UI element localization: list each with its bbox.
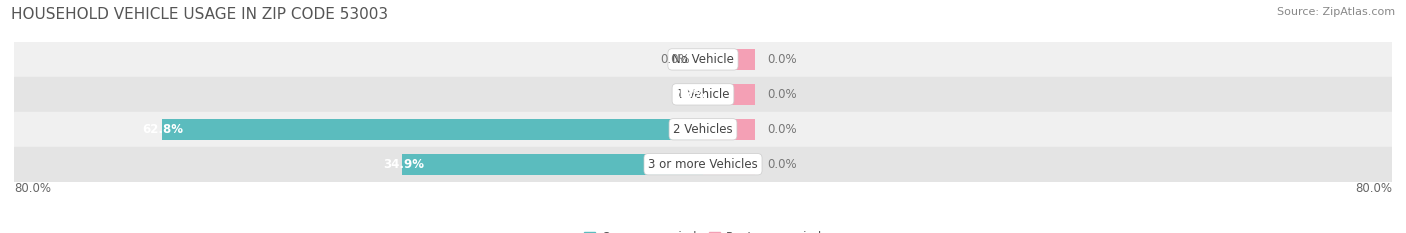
Text: 0.0%: 0.0% [768, 53, 797, 66]
Text: Source: ZipAtlas.com: Source: ZipAtlas.com [1277, 7, 1395, 17]
Text: 62.8%: 62.8% [143, 123, 184, 136]
Bar [703, 154, 755, 175]
Bar [683, 84, 703, 105]
Text: 0.0%: 0.0% [768, 158, 797, 171]
Text: No Vehicle: No Vehicle [672, 53, 734, 66]
Bar [14, 112, 1392, 147]
Text: 1 Vehicle: 1 Vehicle [676, 88, 730, 101]
Text: 0.0%: 0.0% [768, 88, 797, 101]
Legend: Owner-occupied, Renter-occupied: Owner-occupied, Renter-occupied [579, 226, 827, 233]
Text: 80.0%: 80.0% [1355, 182, 1392, 195]
Text: 34.9%: 34.9% [382, 158, 425, 171]
Bar [14, 42, 1392, 77]
Text: 2 Vehicles: 2 Vehicles [673, 123, 733, 136]
Text: 0.0%: 0.0% [768, 123, 797, 136]
Bar [14, 77, 1392, 112]
Text: 3 or more Vehicles: 3 or more Vehicles [648, 158, 758, 171]
Text: 80.0%: 80.0% [14, 182, 51, 195]
Text: 0.0%: 0.0% [661, 53, 690, 66]
Bar [703, 49, 755, 70]
Text: HOUSEHOLD VEHICLE USAGE IN ZIP CODE 53003: HOUSEHOLD VEHICLE USAGE IN ZIP CODE 5300… [11, 7, 388, 22]
Text: 2.3%: 2.3% [672, 88, 704, 101]
Bar [402, 154, 703, 175]
Bar [703, 84, 755, 105]
Bar [703, 119, 755, 140]
Bar [162, 119, 703, 140]
Bar [14, 147, 1392, 182]
